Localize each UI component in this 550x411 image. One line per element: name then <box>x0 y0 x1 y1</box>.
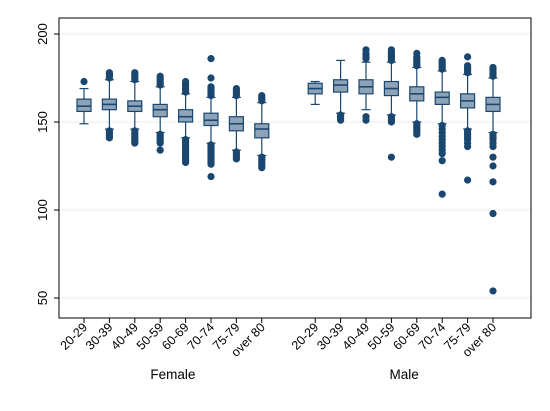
box-male-75-79 <box>460 53 476 184</box>
outlier-male-over-80-2 <box>489 178 497 186</box>
plot-layer <box>76 46 501 295</box>
outlier-female-75-79-9 <box>232 84 240 93</box>
outlier-male-50-59-4 <box>387 113 395 121</box>
outlier-male-60-69-6 <box>413 120 421 128</box>
box-female-30-39 <box>101 69 118 142</box>
iqr-box-female-50-59 <box>152 103 168 118</box>
outlier-female-60-69-13 <box>182 136 190 144</box>
y-tick-label-200: 200 <box>35 23 50 45</box>
outlier-male-75-79-0 <box>464 176 472 184</box>
outlier-female-50-59-0 <box>156 146 164 154</box>
outlier-female-50-59-6 <box>156 130 164 138</box>
outlier-female-over-80-10 <box>258 92 266 100</box>
plot-frame <box>58 17 532 319</box>
iqr-box-female-60-69 <box>178 109 194 123</box>
outlier-male-over-80-10 <box>489 130 497 138</box>
outlier-male-over-80-16 <box>489 63 497 72</box>
outlier-female-40-49-12 <box>131 69 139 77</box>
box-female-20-29 <box>76 77 92 125</box>
box-female-70-74 <box>203 55 219 181</box>
iqr-box-female-20-29 <box>76 98 92 113</box>
y-tick-label-150: 150 <box>35 111 50 133</box>
outlier-male-70-74-1 <box>438 157 446 165</box>
box-female-60-69 <box>178 77 194 167</box>
outlier-male-50-59-0 <box>387 153 395 161</box>
iqr-box-male-30-39 <box>333 79 349 93</box>
outlier-male-75-79-14 <box>464 53 472 61</box>
outlier-female-75-79-4 <box>232 148 240 156</box>
iqr-box-female-over-80 <box>254 123 270 139</box>
iqr-box-male-70-74 <box>434 91 450 106</box>
outlier-female-40-49-7 <box>131 127 139 135</box>
outlier-male-40-49-6 <box>362 46 370 54</box>
outlier-female-70-74-19 <box>207 74 215 82</box>
outlier-male-60-69-13 <box>413 49 421 57</box>
outlier-female-30-39-4 <box>105 127 113 135</box>
box-female-50-59 <box>152 72 168 154</box>
axis-layer: 50 100 150 200 <box>35 23 494 323</box>
outlier-male-over-80-1 <box>489 209 497 218</box>
outlier-male-over-80-4 <box>489 153 497 161</box>
outlier-female-60-69-20 <box>182 77 190 86</box>
outlier-female-20-29-0 <box>80 77 88 86</box>
group-label-female: Female <box>150 367 195 382</box>
box-male-70-74 <box>434 56 450 198</box>
box-male-20-29 <box>307 80 323 106</box>
outlier-male-75-79-13 <box>464 62 472 70</box>
outlier-female-70-74-20 <box>207 55 215 63</box>
outlier-female-30-39-8 <box>105 69 113 77</box>
grid-layer <box>59 33 531 299</box>
outlier-female-70-74-12 <box>207 141 215 149</box>
box-female-75-79 <box>228 84 244 163</box>
outlier-male-30-39-3 <box>337 111 345 119</box>
box-male-30-39 <box>333 59 349 124</box>
outlier-male-75-79-8 <box>464 127 472 135</box>
group-label-male: Male <box>389 367 418 382</box>
outlier-male-over-80-3 <box>489 162 497 170</box>
outlier-female-50-59-12 <box>156 72 164 80</box>
iqr-box-female-70-74 <box>203 112 219 127</box>
box-female-over-80 <box>254 92 270 172</box>
outlier-male-40-49-1 <box>362 113 370 121</box>
box-male-60-69 <box>409 49 425 138</box>
box-male-50-59 <box>383 46 399 161</box>
outlier-female-70-74-0 <box>207 172 215 181</box>
outlier-male-over-80-0 <box>489 287 497 295</box>
box-female-40-49 <box>127 69 143 147</box>
outlier-male-70-74-0 <box>438 190 446 198</box>
box-male-over-80 <box>485 63 501 295</box>
outlier-female-over-80-6 <box>258 153 266 161</box>
outlier-female-70-74-18 <box>207 83 215 91</box>
box-male-40-49 <box>358 46 374 124</box>
outlier-male-70-74-10 <box>438 121 446 130</box>
y-tick-label-100: 100 <box>35 199 50 221</box>
outlier-male-50-59-11 <box>387 46 395 54</box>
outlier-male-70-74-16 <box>438 56 446 64</box>
y-tick-label-50: 50 <box>35 291 50 305</box>
